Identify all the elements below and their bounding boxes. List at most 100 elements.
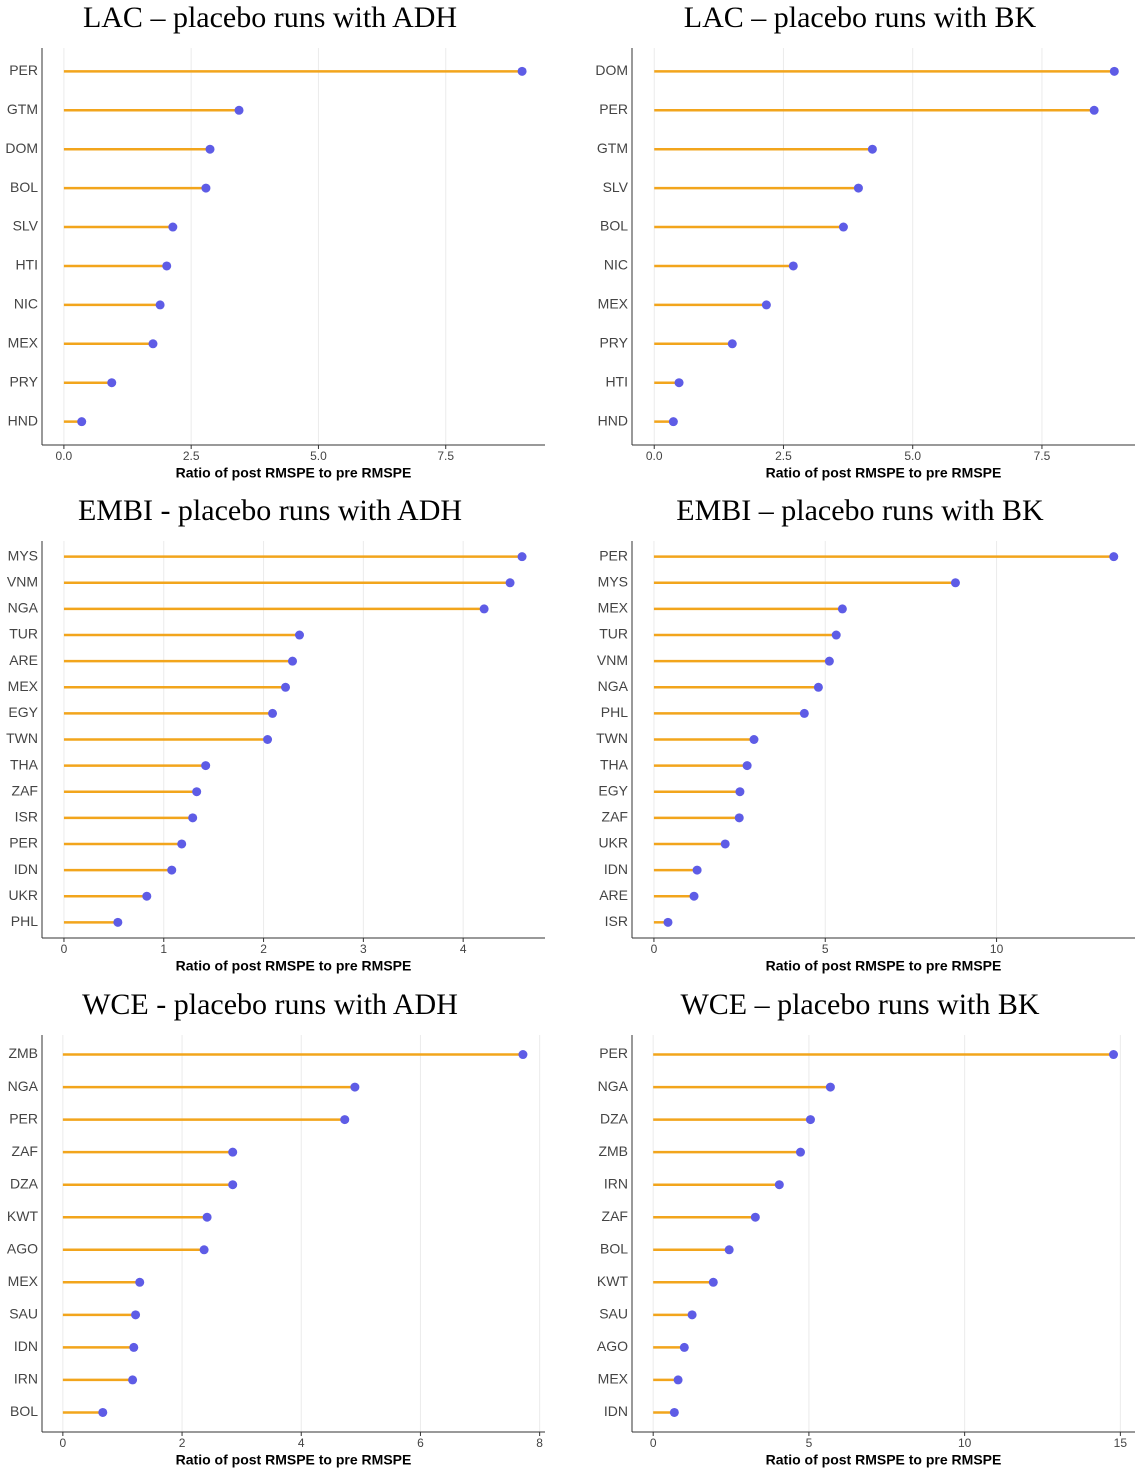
y-tick-label: BOL xyxy=(10,1403,38,1419)
lollipop-dot xyxy=(479,604,489,614)
chart-title: LAC – placebo runs with BK xyxy=(684,1,1037,34)
x-tick-label: 10 xyxy=(958,1436,972,1450)
y-tick-label: ARE xyxy=(9,652,38,668)
y-tick-label: BOL xyxy=(600,218,628,234)
chart-title: EMBI – placebo runs with BK xyxy=(676,494,1044,527)
y-tick-label: ZAF xyxy=(12,1143,38,1159)
lollipop-dot xyxy=(505,578,515,588)
x-axis-title: Ratio of post RMSPE to pre RMSPE xyxy=(766,958,1002,974)
y-tick-label: HND xyxy=(8,412,38,428)
lollipop-dot xyxy=(205,144,215,154)
y-tick-label: IDN xyxy=(604,861,628,877)
lollipop-dot xyxy=(350,1082,360,1092)
y-tick-label: SLV xyxy=(603,179,629,195)
y-tick-label: MEX xyxy=(8,678,39,694)
y-tick-label: MEX xyxy=(598,296,629,312)
y-tick-label: VNM xyxy=(7,573,38,589)
lollipop-dot xyxy=(749,735,759,744)
y-tick-label: THA xyxy=(600,756,629,772)
y-tick-label: TWN xyxy=(596,730,628,746)
lollipop-dot xyxy=(281,682,291,692)
y-tick-label: PER xyxy=(9,1110,38,1126)
y-tick-label: UKR xyxy=(8,887,38,903)
y-tick-label: HTI xyxy=(15,257,38,273)
y-tick-label: ZAF xyxy=(602,809,628,825)
x-tick-label: 3 xyxy=(360,942,367,956)
y-tick-label: MEX xyxy=(8,1273,39,1289)
lollipop-dot xyxy=(188,813,198,823)
y-tick-label: BOL xyxy=(10,179,38,195)
y-tick-label: NGA xyxy=(8,600,39,616)
y-tick-label: NGA xyxy=(598,1078,629,1094)
y-tick-label: ZAF xyxy=(12,782,38,798)
y-tick-label: PER xyxy=(9,62,38,78)
lollipop-dot xyxy=(234,105,244,115)
y-tick-label: KWT xyxy=(597,1273,629,1289)
lollipop-dot xyxy=(77,417,87,427)
lollipop-dot xyxy=(689,891,699,901)
lollipop-dot xyxy=(135,1277,145,1287)
lollipop-dot xyxy=(708,1277,718,1287)
y-tick-label: BOL xyxy=(600,1240,628,1256)
y-tick-label: NGA xyxy=(598,678,629,694)
lollipop-dot xyxy=(288,656,298,666)
y-tick-label: VNM xyxy=(597,652,628,668)
x-tick-label: 4 xyxy=(460,942,467,956)
lollipop-dot xyxy=(177,839,187,849)
lollipop-dot xyxy=(148,339,158,349)
y-tick-label: PHL xyxy=(601,704,628,720)
lollipop-dot xyxy=(663,917,673,927)
x-tick-label: 0.0 xyxy=(56,449,73,463)
x-tick-label: 8 xyxy=(536,1436,543,1450)
x-axis-title: Ratio of post RMSPE to pre RMSPE xyxy=(766,465,1002,481)
lollipop-dot xyxy=(1109,66,1119,76)
y-tick-label: MEX xyxy=(598,1371,629,1387)
lollipop-dot xyxy=(788,261,798,271)
y-tick-label: ZMB xyxy=(598,1143,628,1159)
y-tick-label: MYS xyxy=(598,573,628,589)
y-tick-label: EGY xyxy=(598,782,628,798)
lollipop-dot xyxy=(720,839,730,849)
lollipop-dot xyxy=(128,1375,138,1385)
y-tick-label: IRN xyxy=(604,1175,628,1191)
lollipop-dot xyxy=(825,1082,835,1092)
lollipop-dot xyxy=(805,1115,815,1125)
x-tick-label: 1 xyxy=(160,942,167,956)
x-tick-label: 0 xyxy=(60,1436,67,1450)
lollipop-dot xyxy=(202,1212,212,1222)
lollipop-dot xyxy=(950,578,960,588)
x-axis-title: Ratio of post RMSPE to pre RMSPE xyxy=(176,958,412,974)
y-tick-label: SAU xyxy=(599,1306,628,1322)
y-tick-label: IDN xyxy=(14,1338,38,1354)
y-tick-label: PER xyxy=(9,835,38,851)
x-tick-label: 0 xyxy=(651,942,658,956)
y-tick-label: DOM xyxy=(595,62,628,78)
lollipop-dot xyxy=(761,300,771,310)
x-tick-label: 0 xyxy=(650,1436,657,1450)
y-tick-label: THA xyxy=(10,756,39,772)
lollipop-dot xyxy=(831,630,841,640)
lollipop-dot xyxy=(1109,1050,1119,1060)
chart-title: WCE – placebo runs with BK xyxy=(680,988,1039,1021)
lollipop-dot xyxy=(867,144,877,154)
lollipop-dot xyxy=(155,300,165,310)
y-tick-label: SAU xyxy=(9,1306,38,1322)
lollipop-dot xyxy=(735,787,745,797)
lollipop-dot xyxy=(113,917,123,927)
x-tick-label: 5 xyxy=(822,942,829,956)
lollipop-dot xyxy=(199,1245,209,1255)
y-tick-label: PRY xyxy=(599,335,628,351)
x-tick-label: 2.5 xyxy=(775,449,792,463)
y-tick-label: GTM xyxy=(597,140,628,156)
y-tick-label: DZA xyxy=(10,1175,39,1191)
lollipop-dot xyxy=(518,1050,528,1060)
y-tick-label: UKR xyxy=(598,835,628,851)
chart-title: WCE - placebo runs with ADH xyxy=(82,988,458,1021)
lollipop-dot xyxy=(131,1310,141,1320)
chart-title: LAC – placebo runs with ADH xyxy=(83,1,457,34)
y-tick-label: DOM xyxy=(5,140,38,156)
y-tick-label: PRY xyxy=(9,373,38,389)
y-tick-label: PER xyxy=(599,1045,628,1061)
y-tick-label: ISR xyxy=(15,809,38,825)
y-tick-label: PER xyxy=(599,101,628,117)
